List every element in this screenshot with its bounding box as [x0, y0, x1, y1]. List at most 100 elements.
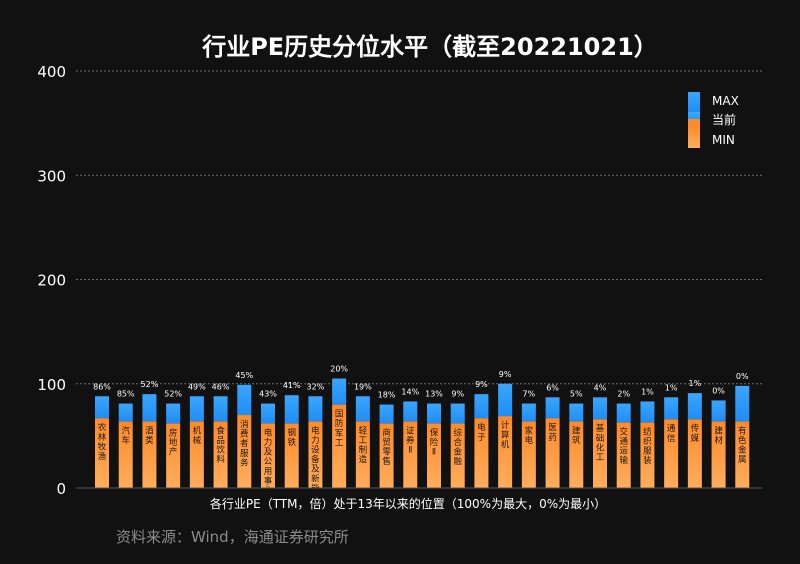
bar-min-segment — [332, 404, 347, 488]
bar-min-segment — [308, 421, 323, 488]
percentile-label: 20% — [330, 365, 348, 374]
bar-max-segment — [189, 396, 204, 422]
percentile-label: 5% — [570, 390, 583, 399]
percentile-label: 9% — [451, 390, 464, 399]
percentile-label: 9% — [475, 380, 488, 389]
percentile-label: 1% — [665, 383, 678, 392]
category-label: 通信 — [667, 423, 676, 444]
category-label: 房地产 — [169, 427, 178, 457]
bar-max-segment — [616, 403, 631, 423]
bar-min-segment — [498, 416, 513, 488]
category-label: 酒类 — [145, 426, 154, 446]
bar-min-segment — [521, 421, 536, 488]
legend-current-swatch-lower — [688, 119, 700, 126]
bar-max-segment — [593, 397, 607, 420]
percentile-label: 2% — [617, 390, 630, 399]
percentile-label: 9% — [499, 370, 512, 379]
category-label: 国防军工 — [335, 410, 344, 449]
legend-min-label: MIN — [712, 133, 735, 147]
category-label: 建筑 — [572, 425, 581, 446]
percentile-label: 6% — [546, 383, 559, 392]
bar-min-segment — [213, 421, 228, 488]
bar-max-segment — [142, 394, 157, 422]
percentile-label: 45% — [235, 371, 253, 380]
bar-min-segment — [237, 415, 252, 488]
category-label: 家电 — [525, 425, 534, 446]
percentile-label: 52% — [164, 390, 182, 399]
bar-min-segment — [379, 423, 394, 488]
percentile-label: 7% — [523, 390, 536, 399]
category-label: 机械 — [193, 425, 202, 446]
category-label: 基础化工 — [596, 423, 605, 463]
percentile-label: 14% — [401, 387, 419, 396]
category-label: 证券 Ⅱ — [406, 426, 415, 455]
bar-max-segment — [545, 397, 560, 419]
bar-min-segment — [189, 421, 204, 488]
bar-max-segment — [640, 401, 655, 423]
bar-min-segment — [569, 421, 584, 488]
gridlines — [76, 70, 762, 385]
x-axis-title: 各行业PE（TTM，倍）处于13年以来的位置（100%为最大，0%为最小） — [210, 496, 606, 511]
y-axis-ticks: 0 100 200 300 400 — [37, 63, 66, 498]
bar-min-segment — [284, 423, 299, 488]
percentile-label: 19% — [354, 382, 372, 391]
bar-min-segment — [735, 421, 750, 488]
bar-max-segment — [379, 404, 394, 424]
bar-max-segment — [308, 396, 323, 422]
category-label: 电力及公用事业 — [264, 427, 273, 496]
percentile-label: 49% — [188, 382, 206, 391]
category-label: 电子 — [477, 422, 486, 443]
bar-min-segment — [593, 419, 607, 488]
bar-min-segment — [403, 421, 418, 488]
bar-max-segment — [403, 401, 418, 422]
percentile-label: 1% — [641, 387, 654, 396]
bar-min-segment — [474, 418, 489, 488]
source-note: 资料来源：Wind，海通证券研究所 — [116, 528, 349, 546]
category-label: 农林牧渔 — [98, 422, 107, 462]
chart-title: 行业PE历史分位水平（截至20221021） — [201, 33, 658, 61]
percentile-data-labels: 86% 85% 52% 52% 49% 46% 45% 43% 41% 32% 20% 19% 18% 1… — [93, 365, 749, 400]
bar-max-segment — [735, 385, 750, 422]
bar-max-segment — [427, 403, 441, 424]
category-label: 消费者服务 — [240, 419, 249, 468]
bar-min-segment — [166, 423, 181, 488]
category-label: 钢铁 — [287, 427, 296, 448]
bar-max-segment — [95, 396, 109, 419]
bar-min-segment — [95, 418, 109, 488]
y-tick-label: 100 — [37, 376, 66, 394]
bar-max-segment — [664, 397, 679, 420]
percentile-label: 41% — [283, 381, 301, 390]
bar-max-segment — [332, 378, 347, 405]
category-label: 有色金属 — [738, 425, 747, 465]
bar-min-segment — [616, 422, 631, 488]
y-tick-label: 300 — [37, 167, 66, 185]
legend-max-label: MAX — [712, 94, 739, 108]
legend-max-swatch — [688, 92, 700, 112]
bar-max-segment — [687, 393, 702, 420]
bar-min-segment — [687, 419, 702, 488]
percentile-label: 46% — [212, 382, 230, 391]
category-label: 交通运输 — [619, 426, 628, 466]
bar-max-segment — [569, 403, 584, 422]
bar-max-segment — [355, 396, 370, 422]
category-label: 纺织服装 — [643, 426, 652, 466]
y-tick-label: 400 — [37, 63, 66, 81]
percentile-label: 4% — [594, 383, 607, 392]
bar-max-segment — [521, 403, 536, 422]
percentile-label: 85% — [117, 390, 135, 399]
bar-min-segment — [118, 421, 133, 488]
category-label: 食品饮料 — [216, 425, 225, 465]
bar-min-segment — [142, 421, 157, 488]
percentile-label: 86% — [93, 382, 111, 391]
y-tick-label: 0 — [56, 480, 66, 498]
category-label: 商贸零售 — [382, 427, 391, 467]
category-label: 传媒 — [691, 423, 700, 444]
bar-max-segment — [213, 396, 228, 422]
bars — [95, 378, 750, 488]
percentile-label: 32% — [307, 382, 325, 391]
category-label: 综合金融 — [453, 427, 462, 467]
legend-min-swatch — [688, 126, 700, 148]
category-label: 建材 — [714, 425, 723, 446]
